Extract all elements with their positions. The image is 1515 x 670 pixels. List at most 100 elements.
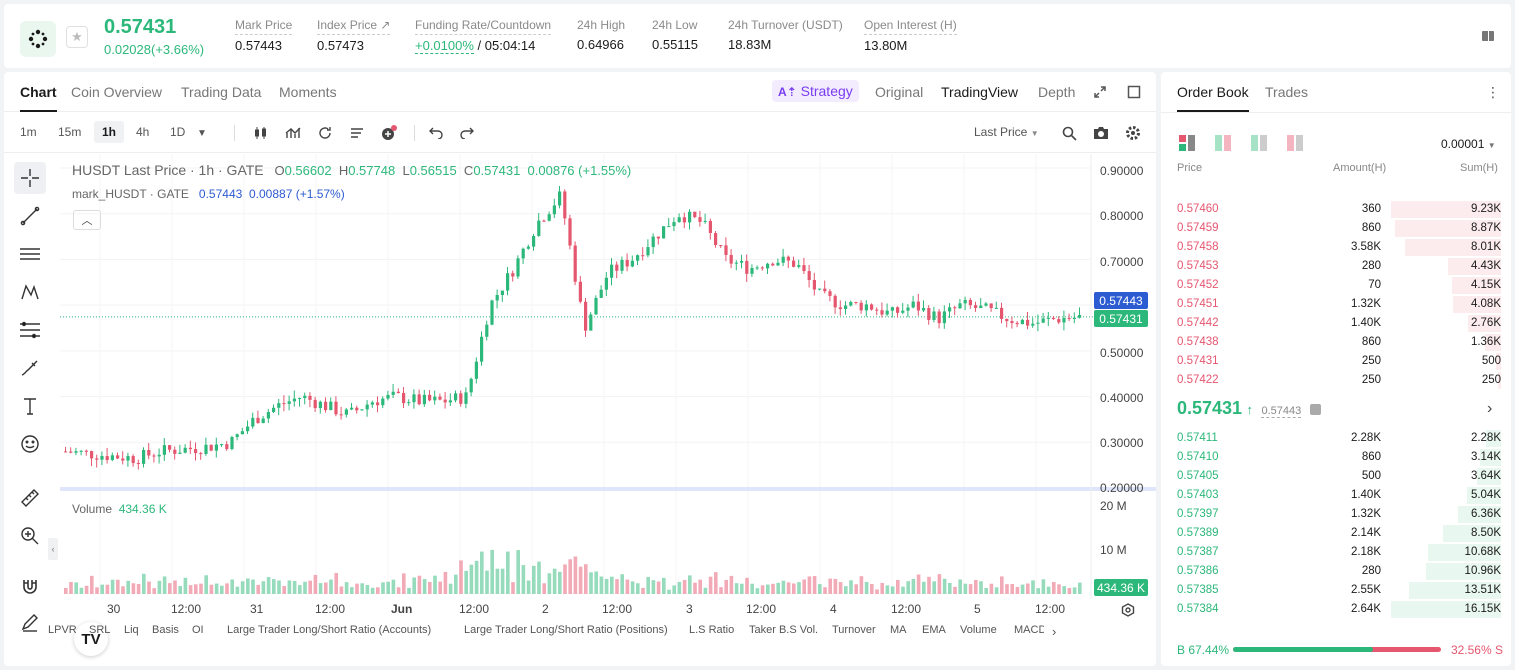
pattern-icon[interactable] — [14, 276, 46, 308]
expand-icon[interactable] — [1092, 84, 1108, 100]
tab-tradingview[interactable]: TradingView — [941, 84, 1019, 100]
chart-canvas[interactable]: HUSDT Last Price · 1h · GATE O0.56602 H0… — [60, 154, 1156, 666]
tab-chart[interactable]: Chart — [20, 84, 57, 112]
text-tool-icon[interactable] — [14, 390, 46, 422]
indicator-srl[interactable]: SRL — [89, 624, 111, 636]
view-asks-icon[interactable] — [1287, 135, 1303, 156]
ask-row[interactable]: 0.57459 860 8.87K — [1161, 219, 1511, 238]
indicators-icon[interactable] — [284, 124, 302, 142]
ask-price: 0.57451 — [1177, 298, 1219, 310]
trendline-icon[interactable] — [14, 200, 46, 232]
ask-row[interactable]: 0.57442 1.40K 2.76K — [1161, 314, 1511, 333]
indicator-ema[interactable]: EMA — [922, 624, 946, 636]
timeframe-15m[interactable]: 15m — [58, 125, 82, 139]
view-split-icon[interactable] — [1215, 135, 1231, 156]
indicator-ma[interactable]: MA — [890, 624, 907, 636]
tab-original[interactable]: Original — [875, 84, 924, 100]
chevron-down-icon[interactable]: ▼ — [197, 127, 207, 139]
ask-row[interactable]: 0.57460 360 9.23K — [1161, 200, 1511, 219]
ask-row[interactable]: 0.57431 250 500 — [1161, 352, 1511, 371]
ask-row[interactable]: 0.57438 860 1.36K — [1161, 333, 1511, 352]
indicator-lpvr[interactable]: LPVR — [48, 624, 77, 636]
emoji-icon[interactable] — [14, 428, 46, 460]
add-indicator-icon[interactable] — [380, 124, 398, 142]
info-icon[interactable] — [1309, 404, 1321, 415]
tab-depth[interactable]: Depth — [1038, 84, 1076, 100]
bid-row[interactable]: 0.57389 2.14K 8.50K — [1161, 524, 1511, 543]
camera-icon[interactable] — [1092, 124, 1110, 142]
chevron-right-icon[interactable]: › — [1487, 400, 1493, 417]
timeframe-4h[interactable]: 4h — [136, 125, 150, 139]
bid-row[interactable]: 0.57384 2.64K 16.15K — [1161, 600, 1511, 619]
undo-icon[interactable] — [428, 124, 444, 140]
redo-icon[interactable] — [459, 124, 475, 140]
strategy-button[interactable]: A⇡ Strategy — [772, 80, 859, 102]
view-both-icon[interactable] — [1179, 135, 1195, 156]
tab-trades[interactable]: Trades — [1265, 84, 1309, 100]
indicator-macd[interactable]: MACD — [1014, 624, 1044, 636]
indicator-turnover[interactable]: Turnover — [832, 624, 876, 636]
timeframe-1m[interactable]: 1m — [20, 125, 37, 139]
window-icon[interactable] — [1126, 84, 1142, 100]
ruler-icon[interactable] — [14, 482, 46, 514]
indicator-ls-ratio[interactable]: L.S Ratio — [689, 624, 735, 636]
more-vertical-icon[interactable]: ⋮ — [1486, 83, 1500, 100]
ask-row[interactable]: 0.57458 3.58K 8.01K — [1161, 238, 1511, 257]
gear-icon[interactable] — [1124, 124, 1142, 142]
favorite-star-icon[interactable]: ★ — [66, 26, 88, 48]
chart-settings-icon[interactable] — [1120, 602, 1136, 618]
bid-row[interactable]: 0.57410 860 3.14K — [1161, 448, 1511, 467]
chevron-right-icon[interactable]: › — [1052, 624, 1057, 639]
ask-row[interactable]: 0.57451 1.32K 4.08K — [1161, 295, 1511, 314]
tradingview-logo-icon[interactable]: TV — [74, 622, 108, 656]
bid-row[interactable]: 0.57397 1.32K 6.36K — [1161, 505, 1511, 524]
indicator-lt-accounts[interactable]: Large Trader Long/Short Ratio (Accounts) — [227, 624, 432, 636]
fib-icon[interactable] — [14, 314, 46, 346]
volume-bar — [240, 581, 245, 594]
tab-order-book[interactable]: Order Book — [1177, 84, 1249, 112]
pencil-lock-icon[interactable] — [14, 606, 46, 638]
indicator-liq[interactable]: Liq — [124, 624, 139, 636]
search-icon[interactable] — [1060, 124, 1078, 142]
bid-row[interactable]: 0.57386 280 10.96K — [1161, 562, 1511, 581]
ask-row[interactable]: 0.57453 280 4.43K — [1161, 257, 1511, 276]
parallel-channel-icon[interactable] — [14, 238, 46, 270]
ask-price: 0.57422 — [1177, 374, 1219, 386]
bid-row[interactable]: 0.57385 2.55K 13.51K — [1161, 581, 1511, 600]
tab-moments[interactable]: Moments — [279, 84, 337, 100]
bid-row[interactable]: 0.57405 500 3.64K — [1161, 467, 1511, 486]
book-icon[interactable] — [1478, 26, 1498, 46]
indicator-taker-vol[interactable]: Taker B.S Vol. — [749, 624, 819, 636]
indicator-basis[interactable]: Basis — [152, 624, 179, 636]
candle-body — [298, 398, 302, 400]
ask-row[interactable]: 0.57452 70 4.15K — [1161, 276, 1511, 295]
indicator-oi[interactable]: OI — [192, 624, 204, 636]
brush-icon[interactable] — [14, 352, 46, 384]
zoom-in-icon[interactable] — [14, 520, 46, 552]
indicator-volume[interactable]: Volume — [960, 624, 997, 636]
precision-select[interactable]: 0.00001 ▼ — [1441, 137, 1496, 151]
collapse-toolbar-icon[interactable]: ‹ — [48, 538, 58, 560]
bid-row[interactable]: 0.57403 1.40K 5.04K — [1161, 486, 1511, 505]
collapse-legend-button[interactable]: ︿ — [73, 210, 101, 230]
tab-coin-overview[interactable]: Coin Overview — [71, 84, 163, 100]
replay-icon[interactable] — [316, 124, 334, 142]
ask-row[interactable]: 0.57422 250 250 — [1161, 371, 1511, 390]
volume-bar — [714, 572, 718, 594]
volume-bar — [1026, 583, 1030, 594]
volume-bar — [672, 585, 676, 594]
magnet-icon[interactable] — [14, 570, 46, 602]
stat-index-price[interactable]: Index Price ↗ 0.57473 — [317, 18, 391, 53]
timeframe-1d[interactable]: 1D — [170, 125, 186, 139]
list-icon[interactable] — [348, 124, 366, 142]
candlestick-icon[interactable] — [252, 124, 270, 142]
indicator-lt-positions[interactable]: Large Trader Long/Short Ratio (Positions… — [464, 624, 668, 636]
view-bids-icon[interactable] — [1251, 135, 1267, 156]
price-type-select[interactable]: Last Price ▼ — [974, 125, 1039, 139]
bid-row[interactable]: 0.57411 2.28K 2.28K — [1161, 429, 1511, 448]
timeframe-1h[interactable]: 1h — [94, 121, 125, 143]
tab-trading-data[interactable]: Trading Data — [181, 84, 262, 100]
bid-row[interactable]: 0.57387 2.18K 10.68K — [1161, 543, 1511, 562]
crosshair-icon[interactable] — [14, 162, 46, 194]
y-tick: 0.50000 — [1100, 346, 1144, 360]
